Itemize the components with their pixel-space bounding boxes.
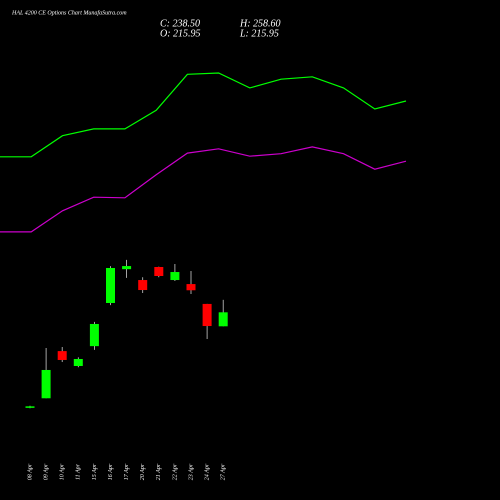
x-tick-label: 10 Apr [60,463,66,480]
candle-body [122,266,132,270]
candle-body [170,272,180,281]
x-tick-label: 16 Apr [108,463,114,480]
candle-body [89,323,99,347]
candle-body [186,284,196,291]
candle-body [25,406,35,408]
x-tick-label: 11 Apr [76,463,82,480]
high-label: H: 258.60 [239,18,281,29]
x-tick-label: 22 Apr [172,463,178,480]
candle-body [154,267,164,276]
x-tick-label: 17 Apr [124,463,130,480]
chart-title: HAL 4200 CE Options Chart MunafaSutra.co… [11,9,127,16]
x-tick-label: 21 Apr [156,463,162,480]
candle-body [57,351,67,360]
close-label: C: 238.50 [160,18,200,29]
low-label: L: 215.95 [239,28,279,39]
candle-body [106,267,115,303]
x-tick-label: 09 Apr [43,463,49,480]
x-tick-label: 27 Apr [221,463,227,480]
x-tick-label: 08 Apr [27,463,33,480]
x-tick-label: 20 Apr [140,463,146,480]
x-tick-label: 15 Apr [92,463,98,480]
candle-body [41,369,51,399]
candle-body [73,358,83,366]
candle-body [202,303,212,327]
x-tick-label: 24 Apr [203,463,210,480]
open-label: O: 215.95 [160,28,201,39]
indicator-line [0,146,407,233]
x-tick-label: 23 Apr [188,463,194,480]
candle-body [218,312,228,327]
indicator-line [0,72,407,158]
candle-body [138,280,148,291]
